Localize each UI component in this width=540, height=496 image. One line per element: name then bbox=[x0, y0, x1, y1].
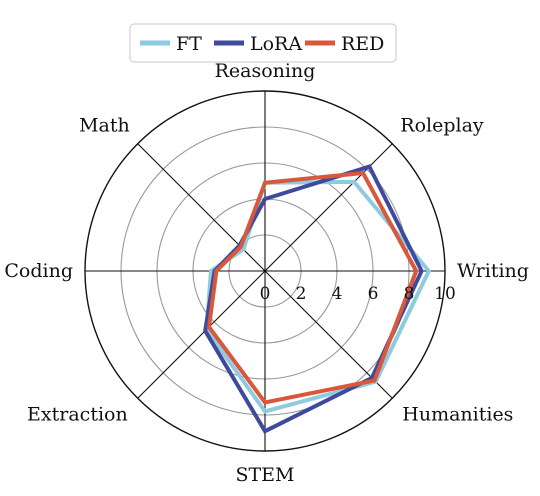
r-tick-label: 8 bbox=[404, 284, 415, 304]
axis-label-writing: Writing bbox=[457, 260, 529, 282]
axis-label-roleplay: Roleplay bbox=[400, 115, 484, 137]
axis-spoke bbox=[137, 143, 266, 272]
r-tick-label: 6 bbox=[368, 284, 379, 304]
axis-label-humanities: Humanities bbox=[402, 403, 513, 425]
r-tick-label: 4 bbox=[332, 284, 343, 304]
axis-label-extraction: Extraction bbox=[27, 403, 128, 425]
legend-box bbox=[129, 23, 397, 63]
axis-label-coding: Coding bbox=[4, 260, 73, 282]
axis-label-math: Math bbox=[79, 115, 130, 137]
axis-spoke bbox=[264, 143, 393, 272]
outer-ring bbox=[84, 90, 446, 452]
legend: FT LoRA RED bbox=[129, 23, 397, 63]
r-tick-label: 2 bbox=[296, 284, 307, 304]
label-layer: 0 2 4 6 8 10 Reasoning Roleplay Writing Humanitie… bbox=[4, 60, 529, 486]
legend-label-red: RED bbox=[341, 33, 384, 55]
grid-layer bbox=[84, 90, 446, 452]
series-layer bbox=[203, 164, 432, 434]
legend-label-ft: FT bbox=[176, 33, 202, 55]
axis-label-stem: STEM bbox=[235, 464, 294, 486]
series-red-line bbox=[206, 170, 419, 405]
axis-label-reasoning: Reasoning bbox=[215, 60, 316, 82]
r-tick-label: 0 bbox=[260, 284, 271, 304]
axis-spoke bbox=[137, 270, 266, 399]
legend-label-lora: LoRA bbox=[250, 33, 302, 55]
r-tick-label: 10 bbox=[434, 284, 456, 304]
